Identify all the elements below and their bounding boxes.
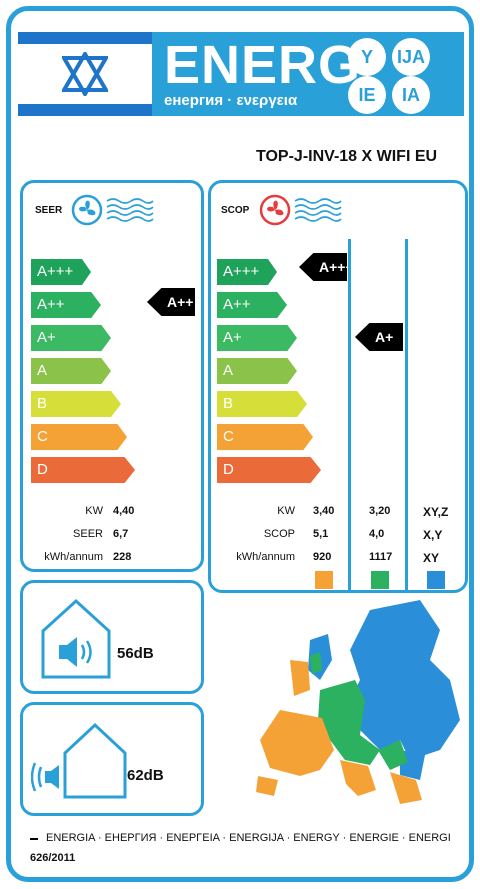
outdoor-noise-panel: 62dB [20,702,204,816]
class-bar-a2plus: A++ [31,292,101,318]
israel-flag-icon [18,32,152,116]
seer-panel: SEER A+++ A++ A+ A B C D A++ KW 4,40 SEE… [20,180,204,572]
scop-row-label: kWh/annum [236,551,295,563]
climate-swatch-warmer [315,571,333,589]
lang-circle-ia: IA [392,76,430,114]
scop-col2-value: 1117 [369,551,393,563]
label-frame [6,6,474,882]
climate-swatch-average [371,571,389,589]
class-bar-c: C [217,424,313,450]
scop-col2-value: 4,0 [369,528,385,540]
column-divider [348,239,351,593]
footer-regulation: 626/2011 [30,852,76,864]
scop-col1-value: 3,40 [313,505,335,517]
class-bar-b: B [31,391,121,417]
class-bar-d: D [31,457,135,483]
lang-circle-ie: IE [348,76,386,114]
class-bar-a3plus: A+++ [217,259,277,285]
seer-row-value: 228 [113,551,132,563]
outdoor-noise-value: 62dB [127,767,164,784]
footer-languages: ENERGIA · ЕНЕРГИЯ · ΕΝΕΡΓΕΙΑ · ENERGIJA … [46,832,451,844]
energy-banner: ENERG енергия · ενεργεια Y IJA IE IA [152,32,464,116]
class-bar-aplus: A+ [31,325,111,351]
lang-circle-ija: IJA [392,38,430,76]
scop-rating-marker: A+ [355,323,403,351]
scop-rating-marker: A+++ [299,253,347,281]
scop-row-label: SCOP [263,528,295,540]
indoor-speaker-house-icon [41,598,111,679]
scop-col1-value: 920 [313,551,332,563]
model-name: TOP-J-INV-18 X WIFI EU [256,148,438,165]
scop-col3-value: XY [423,551,440,565]
class-bar-a: A [217,358,297,384]
energ-subtitle: енергия · ενεργεια [164,92,298,109]
seer-title: SEER [35,205,63,216]
indoor-noise-value: 56dB [117,645,154,662]
class-bar-b: B [217,391,307,417]
class-bar-a: A [31,358,111,384]
cooling-fan-icon [71,194,154,226]
seer-rating-marker: A++ [147,288,195,316]
class-bar-a3plus: A+++ [31,259,91,285]
scop-panel: SCOP A+++ A++ A+ A B C D A+++ A+ KW SCOP… [208,180,468,593]
lang-circle-y: Y [348,38,386,76]
seer-row-value: 4,40 [113,505,135,517]
indoor-noise-panel: 56dB [20,580,204,694]
class-bar-aplus: A+ [217,325,297,351]
class-bar-d: D [217,457,321,483]
scop-col2-value: 3,20 [369,505,391,517]
class-bar-c: C [31,424,127,450]
heating-fan-icon [259,194,342,226]
outdoor-speaker-house-icon [31,722,127,799]
seer-row-value: 6,7 [113,528,129,540]
climate-swatch-colder [427,571,445,589]
class-bar-a2plus: A++ [217,292,287,318]
energ-wordmark: ENERG [164,35,362,95]
seer-row-label: SEER [73,528,103,540]
scop-col3-value: XY,Z [423,505,449,519]
scop-col3-value: X,Y [423,528,443,542]
europe-climate-map [256,600,460,804]
column-divider [405,239,408,593]
scop-title: SCOP [221,205,250,216]
footer-dash [30,838,38,840]
scop-row-label: KW [277,505,295,517]
seer-row-label: KW [85,505,103,517]
seer-row-label: kWh/annum [44,551,103,563]
scop-col1-value: 5,1 [313,528,329,540]
